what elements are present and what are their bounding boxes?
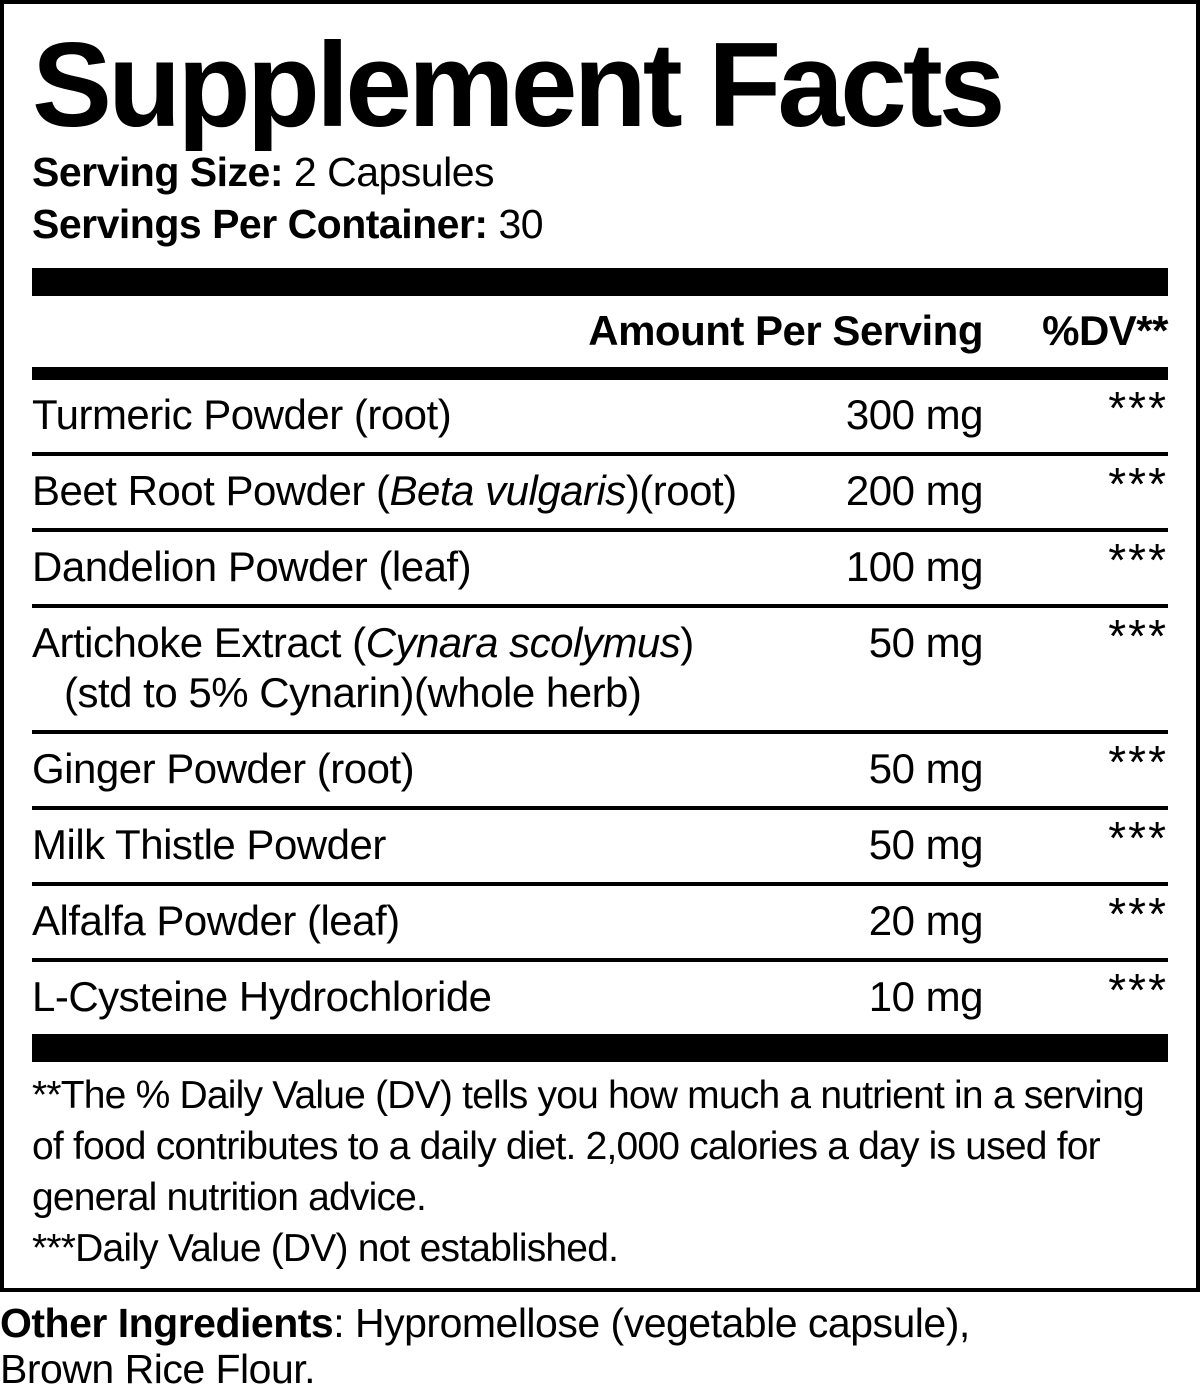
ingredient-row-milk-thistle: Milk Thistle Powder 50 mg *** [32,810,1168,886]
ingredient-dv: *** [1108,964,1168,1016]
ingredient-row-alfalfa: Alfalfa Powder (leaf) 20 mg *** [32,886,1168,962]
divider-bar-bottom [32,1034,1168,1062]
ingredient-row-ginger: Ginger Powder (root) 50 mg *** [32,734,1168,810]
servings-per-container-line: Servings Per Container: 30 [32,198,1168,250]
ingredient-amount: 50 mg [868,619,984,666]
ingredient-dv: *** [1108,458,1168,510]
panel-title: Supplement Facts [32,18,1006,152]
ingredient-name: Ginger Powder (root) [32,745,415,792]
ingredient-name-line2: (std to 5% Cynarin)(whole herb) [64,669,642,716]
footnote-not-established: ***Daily Value (DV) not established. [32,1227,619,1270]
ingredient-row-beet-root: Beet Root Powder (Beta vulgaris)(root) 2… [32,456,1168,532]
ingredient-amount: 300 mg [845,391,984,438]
ingredient-name: Artichoke Extract (Cynara scolymus) (std… [32,618,869,718]
divider-bar-header [32,367,1168,380]
ingredient-dv: *** [1108,812,1168,864]
ingredient-amount: 50 mg [868,821,984,868]
ingredient-dv: *** [1108,534,1168,586]
footnote: **The % Daily Value (DV) tells you how m… [32,1070,1168,1274]
ingredient-dv: *** [1108,382,1168,434]
ingredient-amount: 100 mg [845,543,984,590]
ingredient-name: Dandelion Powder (leaf) [32,543,472,590]
footnote-dv-line-2: of food contributes to a daily diet. 2,0… [32,1125,1101,1168]
ingredient-amount: 10 mg [868,973,984,1020]
percent-dv-header: %DV** [1042,307,1168,354]
serving-size-value: 2 Capsules [293,149,495,195]
ingredient-name: Milk Thistle Powder [32,821,386,868]
ingredient-row-l-cysteine: L-Cysteine Hydrochloride 10 mg *** [32,962,1168,1034]
serving-size-label: Serving Size: [32,149,283,195]
footnote-dv-line-3: general nutrition advice. [32,1176,427,1219]
ingredient-table: Turmeric Powder (root) 300 mg *** Beet R… [32,380,1168,1034]
other-ingredients: Other Ingredients: Hypromellose (vegetab… [0,1300,1200,1392]
ingredient-dv: *** [1108,888,1168,940]
ingredient-dv: *** [1108,610,1168,662]
ingredient-row-turmeric: Turmeric Powder (root) 300 mg *** [32,380,1168,456]
other-ingredients-line2: Brown Rice Flour. [0,1346,316,1392]
servings-per-container-value: 30 [498,201,544,247]
ingredient-name: Turmeric Powder (root) [32,391,452,438]
divider-bar-top [32,268,1168,296]
ingredient-amount: 20 mg [868,897,984,944]
other-ingredients-line1: : Hypromellose (vegetable capsule), [333,1300,970,1346]
servings-per-container-label: Servings Per Container: [32,201,488,247]
ingredient-row-dandelion: Dandelion Powder (leaf) 100 mg *** [32,532,1168,608]
ingredient-amount: 200 mg [845,467,984,514]
footnote-dv-line-1: **The % Daily Value (DV) tells you how m… [32,1074,1145,1117]
ingredient-name: L-Cysteine Hydrochloride [32,973,492,1020]
other-ingredients-label: Other Ingredients [0,1300,334,1346]
ingredient-row-artichoke: Artichoke Extract (Cynara scolymus) (std… [32,608,1168,734]
table-header-row: Amount Per Serving %DV** [32,296,1168,367]
ingredient-amount: 50 mg [868,745,984,792]
ingredient-name: Alfalfa Powder (leaf) [32,897,400,944]
serving-size-line: Serving Size: 2 Capsules [32,146,1168,198]
ingredient-dv: *** [1108,736,1168,788]
supplement-facts-panel: Supplement Facts Serving Size: 2 Capsule… [0,0,1200,1292]
ingredient-name: Beet Root Powder (Beta vulgaris)(root) [32,467,737,514]
amount-per-serving-header: Amount Per Serving [588,307,983,354]
